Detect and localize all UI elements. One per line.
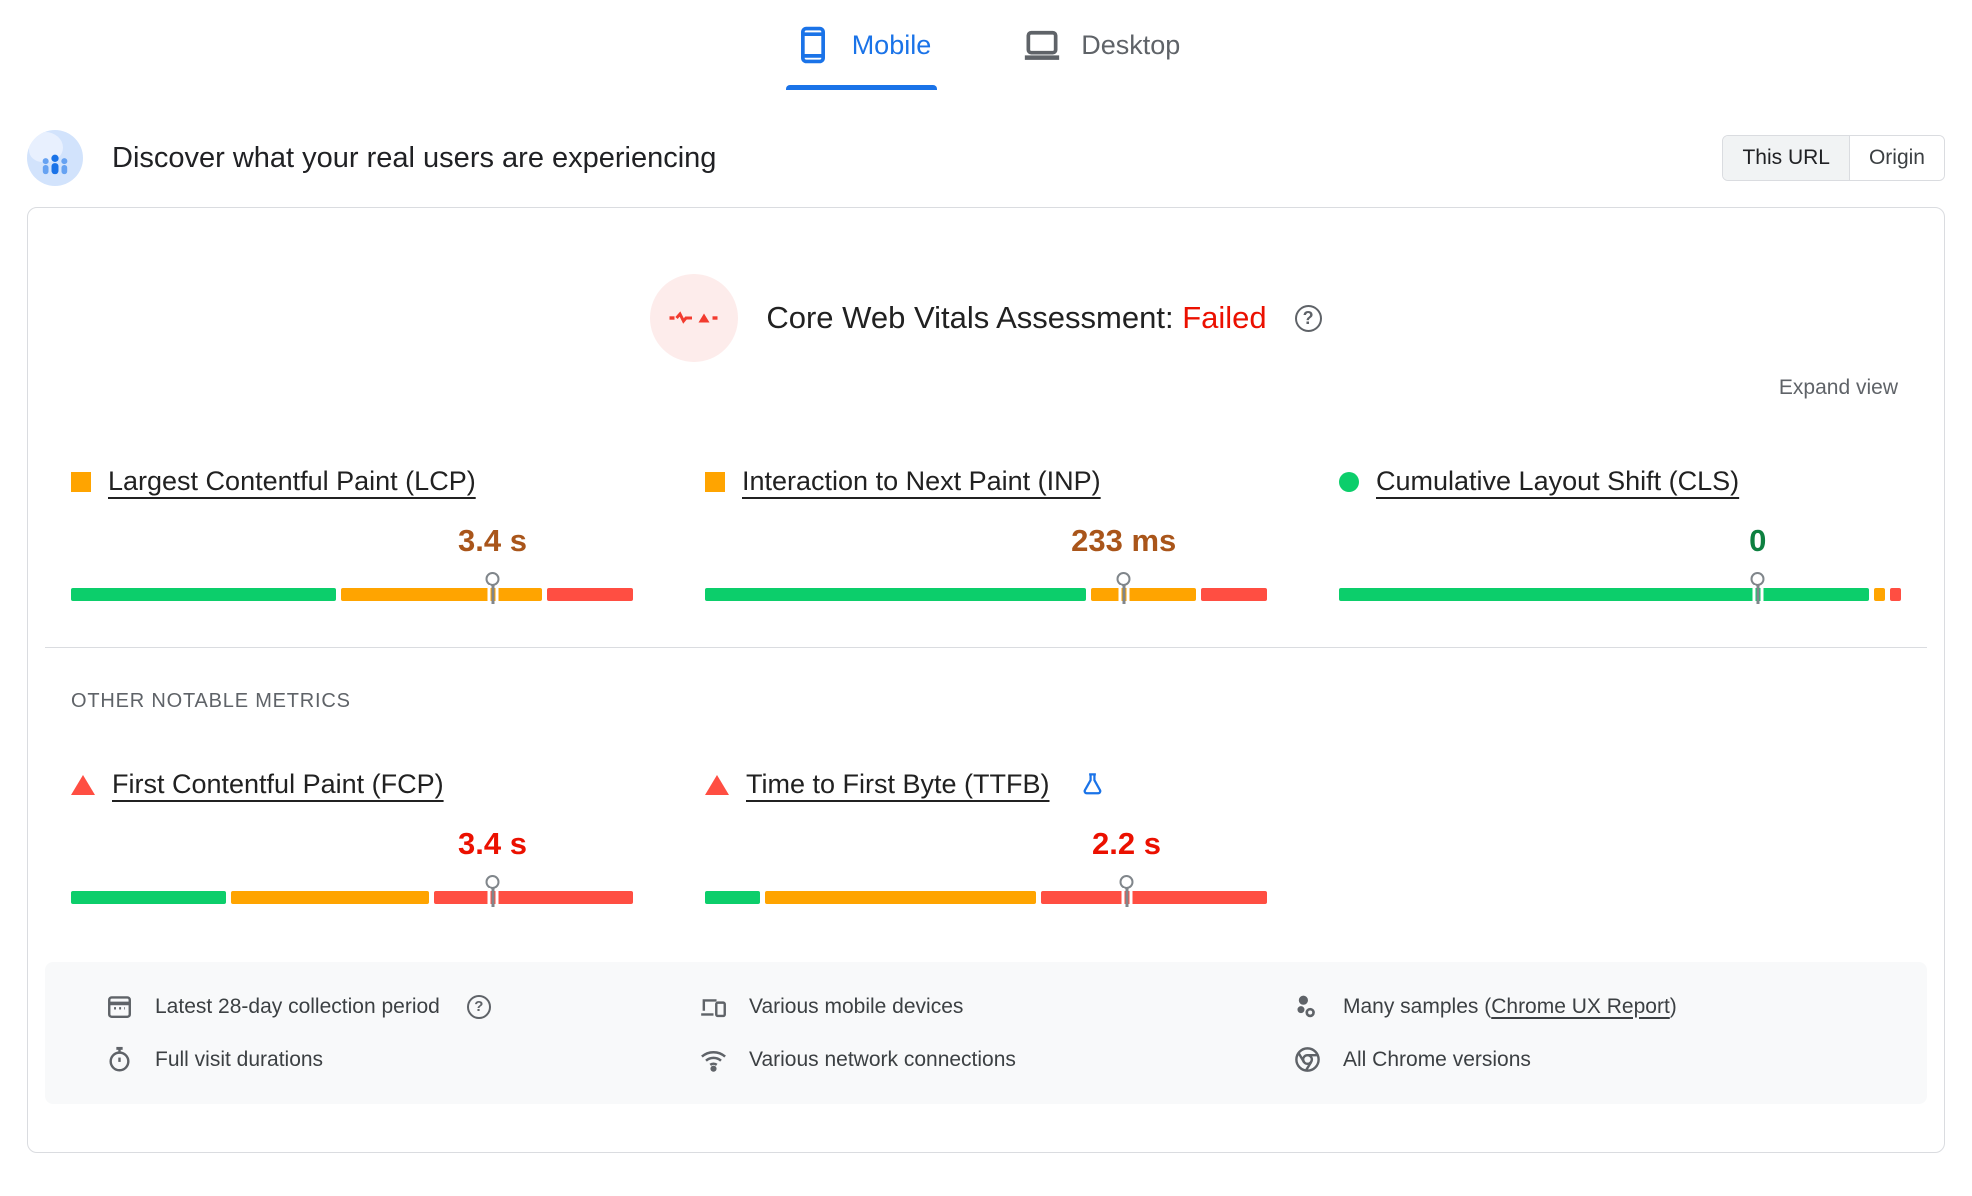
wifi-icon	[699, 1045, 728, 1074]
tab-mobile[interactable]: Mobile	[785, 18, 938, 90]
phone-icon	[792, 24, 834, 66]
info-item: All Chrome versions	[1293, 1045, 1867, 1074]
metric-status-bullet	[705, 774, 729, 795]
scope-toggle: This URL Origin	[1722, 135, 1945, 181]
metric-lcp: Largest Contentful Paint (LCP) 3.4 s	[71, 466, 633, 604]
core-metrics-row: Largest Contentful Paint (LCP) 3.4 s Int…	[71, 466, 1901, 604]
bar-segment-poor	[1040, 891, 1267, 904]
info-item: Various mobile devices	[699, 992, 1273, 1021]
info-text: Full visit durations	[155, 1047, 324, 1071]
field-data-card: Core Web Vitals Assessment: Failed ? Exp…	[27, 207, 1945, 1153]
devices-icon	[699, 992, 728, 1021]
metric-status-bullet	[1339, 471, 1359, 492]
metric-fcp: First Contentful Paint (FCP) 3.4 s	[71, 769, 633, 907]
field-data-header: Discover what your real users are experi…	[27, 130, 1945, 186]
chrome-icon	[1293, 1045, 1322, 1074]
page-title: Discover what your real users are experi…	[112, 141, 717, 174]
expand-view-link[interactable]: Expand view	[1778, 376, 1898, 399]
bar-segment-good	[705, 891, 761, 904]
samples-icon	[1293, 992, 1322, 1021]
metric-status-bullet	[71, 774, 95, 795]
metric-p75-value: 3.4 s	[458, 523, 527, 558]
bar-segment-good	[705, 588, 1086, 601]
other-metrics-row: First Contentful Paint (FCP) 3.4 s Time …	[71, 769, 1901, 907]
help-icon[interactable]: ?	[1294, 304, 1322, 332]
bar-segment-poor	[434, 891, 633, 904]
assessment-pulse-icon	[650, 274, 739, 362]
info-item: Latest 28-day collection period?	[105, 992, 679, 1021]
metric-status-bullet	[705, 471, 725, 492]
section-divider	[45, 647, 1927, 648]
device-tabs: Mobile Desktop	[0, 0, 1972, 90]
info-text: All Chrome versions	[1343, 1047, 1531, 1071]
metric-distribution-bar	[1339, 588, 1901, 601]
metric-label-link[interactable]: Interaction to Next Paint (INP)	[742, 466, 1101, 496]
metric-p75-value: 233 ms	[1071, 523, 1177, 558]
metric-status-bullet	[71, 471, 91, 492]
bar-segment-poor	[547, 588, 633, 601]
metric-p75-value: 0	[1749, 523, 1767, 558]
metric-cls: Cumulative Layout Shift (CLS) 0	[1339, 466, 1901, 604]
metric-label-link[interactable]: Largest Contentful Paint (LCP)	[108, 466, 476, 496]
flask-icon[interactable]	[1079, 771, 1106, 798]
chrome-ux-report-link[interactable]: Chrome UX Report	[1491, 994, 1670, 1018]
metric-inp: Interaction to Next Paint (INP) 233 ms	[705, 466, 1267, 604]
metric-ttfb: Time to First Byte (TTFB) 2.2 s	[705, 769, 1267, 907]
origin-button[interactable]: Origin	[1849, 136, 1944, 180]
metric-p75-pin	[1115, 572, 1132, 604]
bar-segment-needs-improvement	[1873, 588, 1885, 601]
info-item: Full visit durations	[105, 1045, 679, 1074]
real-users-icon	[27, 130, 83, 186]
stopwatch-icon	[105, 1045, 134, 1074]
info-text: Latest 28-day collection period	[155, 994, 440, 1018]
info-item: Various network connections	[699, 1045, 1273, 1074]
assessment-title: Core Web Vitals Assessment: Failed	[766, 300, 1267, 335]
bar-segment-needs-improvement	[230, 891, 430, 904]
metric-distribution-bar	[705, 588, 1267, 601]
metric-p75-pin	[1749, 572, 1766, 604]
info-text: Various mobile devices	[749, 994, 964, 1018]
bar-segment-poor	[1889, 588, 1901, 601]
info-text: Various network connections	[749, 1047, 1016, 1071]
help-icon[interactable]: ?	[466, 994, 491, 1019]
tab-desktop[interactable]: Desktop	[1015, 18, 1186, 90]
metric-p75-pin	[484, 572, 501, 604]
tab-mobile-label: Mobile	[851, 29, 932, 60]
tab-desktop-label: Desktop	[1081, 29, 1181, 60]
assessment-status: Failed	[1182, 300, 1267, 335]
bar-segment-needs-improvement	[1090, 588, 1196, 601]
metric-distribution-bar	[71, 588, 633, 601]
bar-segment-needs-improvement	[340, 588, 543, 601]
info-text: Many samples (Chrome UX Report)	[1343, 994, 1677, 1018]
this-url-button[interactable]: This URL	[1723, 136, 1850, 180]
calendar-icon	[105, 992, 134, 1021]
bar-segment-poor	[1200, 588, 1267, 601]
bar-segment-needs-improvement	[765, 891, 1036, 904]
bar-segment-good	[71, 588, 336, 601]
metric-distribution-bar	[705, 891, 1267, 904]
metric-p75-value: 3.4 s	[458, 826, 527, 861]
data-collection-info: Latest 28-day collection period? Various …	[45, 962, 1927, 1104]
cwv-assessment-header: Core Web Vitals Assessment: Failed ?	[45, 208, 1927, 362]
bar-segment-good	[71, 891, 226, 904]
info-item: Many samples (Chrome UX Report)	[1293, 992, 1867, 1021]
other-metrics-heading: OTHER NOTABLE METRICS	[71, 690, 351, 712]
metric-p75-pin	[484, 875, 501, 907]
metric-spacer	[1339, 769, 1901, 904]
metric-p75-pin	[1118, 875, 1135, 907]
bar-segment-good	[1339, 588, 1869, 601]
metric-label-link[interactable]: First Contentful Paint (FCP)	[112, 769, 444, 799]
laptop-icon	[1021, 24, 1063, 66]
metric-label-link[interactable]: Cumulative Layout Shift (CLS)	[1376, 466, 1740, 496]
metric-distribution-bar	[71, 891, 633, 904]
metric-label-link[interactable]: Time to First Byte (TTFB)	[746, 769, 1050, 799]
metric-p75-value: 2.2 s	[1092, 826, 1161, 861]
